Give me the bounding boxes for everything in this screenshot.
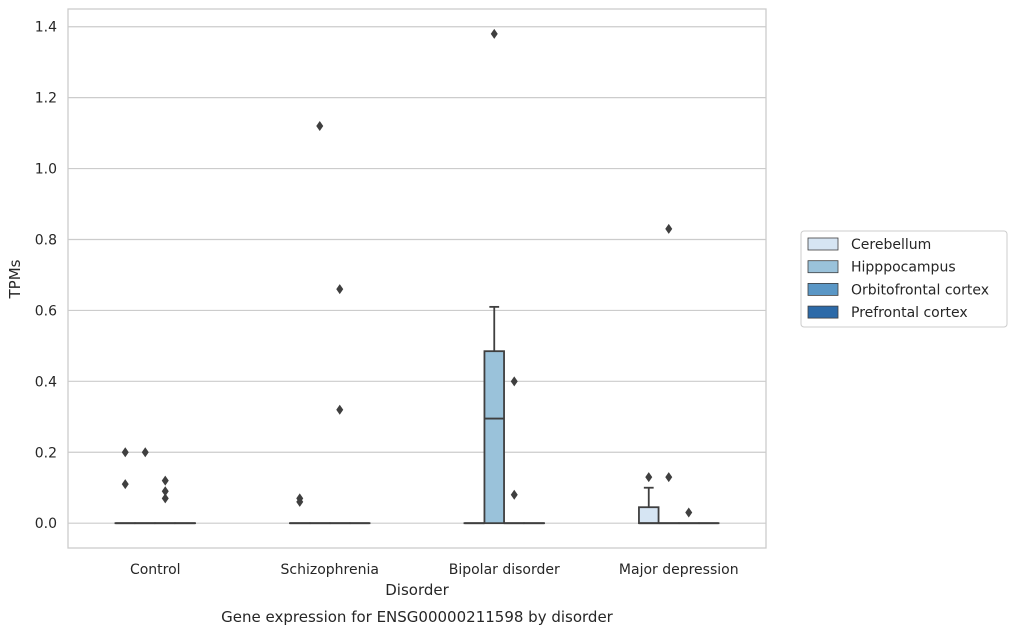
y-tick-label: 1.2 <box>35 91 57 107</box>
outlier-point <box>161 493 169 504</box>
legend-swatch <box>807 305 839 319</box>
outlier-point <box>490 28 498 39</box>
box-group <box>678 507 700 525</box>
outlier-point <box>336 284 344 295</box>
outlier-point <box>121 479 129 490</box>
legend-swatch <box>807 237 839 251</box>
y-tick-label: 1.4 <box>35 20 57 36</box>
outlier-point <box>685 507 693 518</box>
outlier-point <box>510 489 518 500</box>
legend-label: Cerebellum <box>851 237 931 253</box>
legend: Cerebellum Hipppocampus Orbitofrontal cort… <box>800 230 1008 328</box>
outlier-point <box>161 486 169 497</box>
legend-label: Hipppocampus <box>851 260 956 276</box>
box-group <box>289 493 311 525</box>
y-tick-label: 0.8 <box>35 232 57 248</box>
outlier-point <box>665 472 673 483</box>
y-axis-label: TPMs <box>6 259 24 299</box>
box-group <box>329 284 351 525</box>
box <box>483 350 505 525</box>
x-axis-label: Disorder <box>385 581 449 599</box>
x-tick-label: Schizophrenia <box>281 562 379 578</box>
box-group <box>503 376 525 525</box>
y-axis-ticks: 0.0 0.2 0.4 0.6 0.8 1.0 1.2 1.4 <box>35 20 57 532</box>
outlier-point <box>510 376 518 387</box>
box-group <box>483 28 505 525</box>
box-plot-marks <box>114 28 720 525</box>
chart-caption: Gene expression for ENSG00000211598 by d… <box>221 608 614 626</box>
box-group <box>309 121 331 525</box>
y-tick-label: 1.0 <box>35 162 57 178</box>
x-tick-label: Control <box>130 562 181 578</box>
box-group <box>638 472 660 525</box>
box <box>638 506 660 525</box>
y-tick-label: 0.2 <box>35 445 57 461</box>
box-group <box>114 447 136 525</box>
outlier-point <box>121 447 129 458</box>
y-tick-label: 0.0 <box>35 516 57 532</box>
box-group <box>154 475 176 525</box>
legend-frame <box>800 230 1008 328</box>
x-tick-label: Major depression <box>619 562 739 578</box>
outlier-point <box>645 472 653 483</box>
legend-label: Orbitofrontal cortex <box>851 282 989 298</box>
legend-swatch <box>807 282 839 296</box>
legend-swatch <box>807 260 839 274</box>
plot-frame <box>67 8 767 549</box>
outlier-point <box>336 404 344 415</box>
legend-label: Prefrontal cortex <box>851 305 968 321</box>
box-group <box>134 447 156 525</box>
x-tick-label: Bipolar disorder <box>449 562 560 578</box>
x-axis-ticks: Control Schizophrenia Bipolar disorder Majo… <box>130 562 739 578</box>
y-tick-label: 0.6 <box>35 303 57 319</box>
outlier-point <box>161 475 169 486</box>
box-group <box>658 223 680 525</box>
gridlines <box>68 26 766 524</box>
outlier-point <box>141 447 149 458</box>
outlier-point <box>296 496 304 507</box>
outlier-point <box>665 223 673 234</box>
y-tick-label: 0.4 <box>35 374 57 390</box>
outlier-point <box>316 121 324 132</box>
